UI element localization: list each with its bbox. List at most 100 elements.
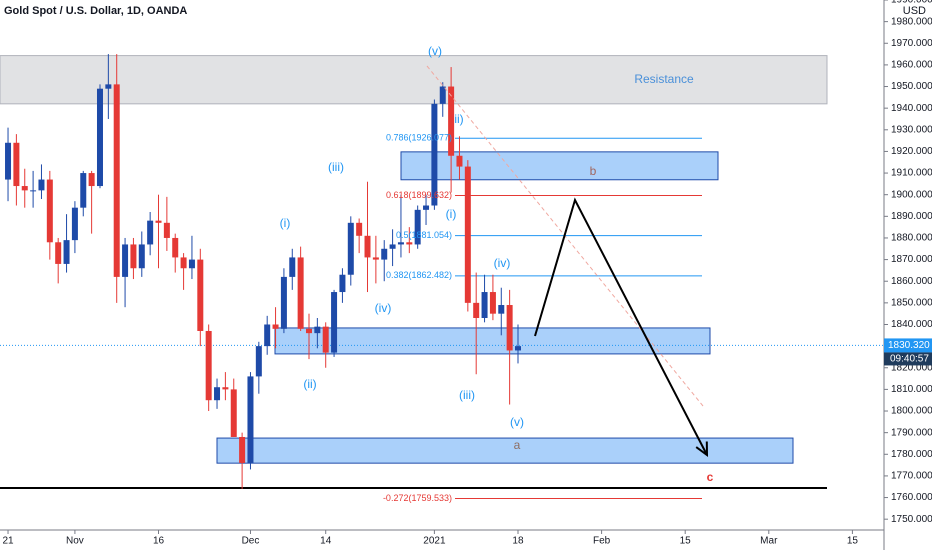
candle-body (297, 257, 304, 329)
countdown-tag (884, 352, 932, 366)
y-tick-label: 1760.000 (891, 492, 932, 503)
candle-body (55, 242, 62, 264)
candle-body (230, 389, 237, 437)
wave-label: (ii) (303, 377, 316, 391)
candle-body (163, 222, 170, 238)
candle-body (138, 244, 145, 269)
candle-body (314, 326, 321, 334)
y-tick-label: 1880.000 (891, 233, 932, 244)
candle-body (88, 173, 95, 187)
candle-body (214, 387, 221, 401)
candle-body (514, 346, 521, 351)
candle-body (339, 274, 346, 293)
candle-body (5, 142, 12, 180)
candle-body (381, 248, 388, 260)
candle-body (105, 84, 112, 89)
candle-body (71, 207, 78, 241)
zone-box (216, 437, 794, 464)
fib-label: 0.382(1862.482) (386, 270, 452, 280)
resistance-zone (0, 55, 828, 105)
candle-body (46, 179, 53, 243)
candle-body (364, 235, 371, 258)
x-tick-label: Feb (593, 536, 611, 547)
wave-label: (i) (280, 216, 291, 230)
y-tick-label: 1980.000 (891, 16, 932, 27)
candle-body (96, 88, 103, 187)
candle-body (356, 222, 363, 236)
fib-label: -0.272(1759.533) (383, 493, 452, 503)
resistance-label: Resistance (634, 72, 694, 86)
wave-label: (v) (428, 44, 442, 58)
chart-title: Gold Spot / U.S. Dollar, 1D, OANDA (4, 5, 187, 17)
candle-body (222, 387, 229, 390)
candle-body (322, 326, 329, 353)
x-tick-label: 15 (680, 536, 692, 547)
candle-body (80, 173, 87, 208)
y-tick-label: 1900.000 (891, 189, 932, 200)
y-tick-label: 1860.000 (891, 276, 932, 287)
candles-layer (5, 54, 521, 489)
y-axis-panel (884, 0, 932, 550)
wave-label: a (514, 438, 521, 452)
countdown-label: 09:40:57 (890, 354, 929, 365)
y-tick-label: 1820.000 (891, 362, 932, 373)
candle-body (172, 237, 179, 258)
y-tick-label: 1750.000 (891, 514, 932, 525)
last-price-label: 1830.320 (888, 340, 930, 351)
candle-body (272, 324, 279, 329)
candle-body (130, 244, 137, 269)
candle-body (423, 205, 430, 210)
candle-body (456, 155, 463, 167)
candle-body (473, 302, 480, 318)
x-tick-label: Dec (242, 536, 260, 547)
candle-body (21, 186, 28, 191)
last-price-tag (884, 338, 932, 353)
candle-body (305, 328, 312, 334)
zones-layer (0, 55, 828, 464)
y-tick-label: 1800.000 (891, 406, 932, 417)
x-axis-panel (0, 530, 884, 550)
y-tick-label: 1940.000 (891, 103, 932, 114)
candle-body (431, 103, 438, 206)
candle-body (205, 330, 212, 401)
wave-label: (i) (446, 207, 457, 221)
x-tick-label: 2021 (423, 536, 446, 547)
candle-body (331, 292, 338, 353)
candle-body (372, 257, 379, 260)
y-axis-label: USD (903, 5, 926, 17)
y-tick-label: 1930.000 (891, 124, 932, 135)
zone-box (400, 151, 719, 181)
y-tick-label: 1840.000 (891, 319, 932, 330)
candle-body (239, 436, 246, 463)
y-tick-label: 1780.000 (891, 449, 932, 460)
x-tick-label: 14 (320, 536, 332, 547)
candle-body (180, 257, 187, 269)
candle-body (197, 259, 204, 331)
y-tick-label: 1810.000 (891, 384, 932, 395)
y-tick-label: 1770.000 (891, 471, 932, 482)
wave-label: (iii) (328, 160, 344, 174)
y-tick-label: 1870.000 (891, 254, 932, 265)
wave-label: (iv) (375, 301, 392, 315)
candle-body (489, 292, 496, 314)
y-tick-label: 1850.000 (891, 297, 932, 308)
candle-body (30, 190, 37, 192)
x-tick-label: Mar (760, 536, 778, 547)
fib-label: 0.786(1926.077) (386, 133, 452, 143)
y-tick-label: 1990.000 (891, 0, 932, 6)
y-tick-label: 1950.000 (891, 81, 932, 92)
candle-body (439, 86, 446, 104)
x-tick-label: 18 (512, 536, 524, 547)
arrow-head (695, 441, 709, 457)
y-tick-label: 1960.000 (891, 60, 932, 71)
wave-label: b (590, 164, 597, 178)
candle-body (464, 166, 471, 303)
candle-body (255, 346, 262, 377)
candle-body (155, 220, 162, 223)
candle-body (122, 244, 129, 277)
candle-body (188, 259, 195, 269)
x-tick-label: 21 (2, 536, 14, 547)
candle-body (264, 324, 271, 347)
fib-label: 0.618(1899.632) (386, 190, 452, 200)
